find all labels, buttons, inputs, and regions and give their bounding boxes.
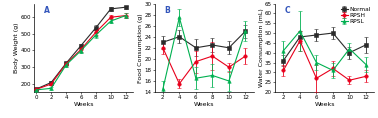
Y-axis label: Body Weight (g): Body Weight (g) (14, 23, 19, 73)
Text: A: A (44, 6, 50, 15)
Legend: Normal, RPSH, RPSL: Normal, RPSH, RPSL (340, 6, 371, 25)
Y-axis label: Food Consumption (g): Food Consumption (g) (138, 13, 143, 83)
X-axis label: Weeks: Weeks (314, 102, 335, 107)
X-axis label: Weeks: Weeks (73, 102, 94, 107)
Text: C: C (285, 6, 291, 15)
Y-axis label: Water Consumption (mL): Water Consumption (mL) (259, 8, 263, 87)
Text: B: B (164, 6, 170, 15)
X-axis label: Weeks: Weeks (194, 102, 214, 107)
